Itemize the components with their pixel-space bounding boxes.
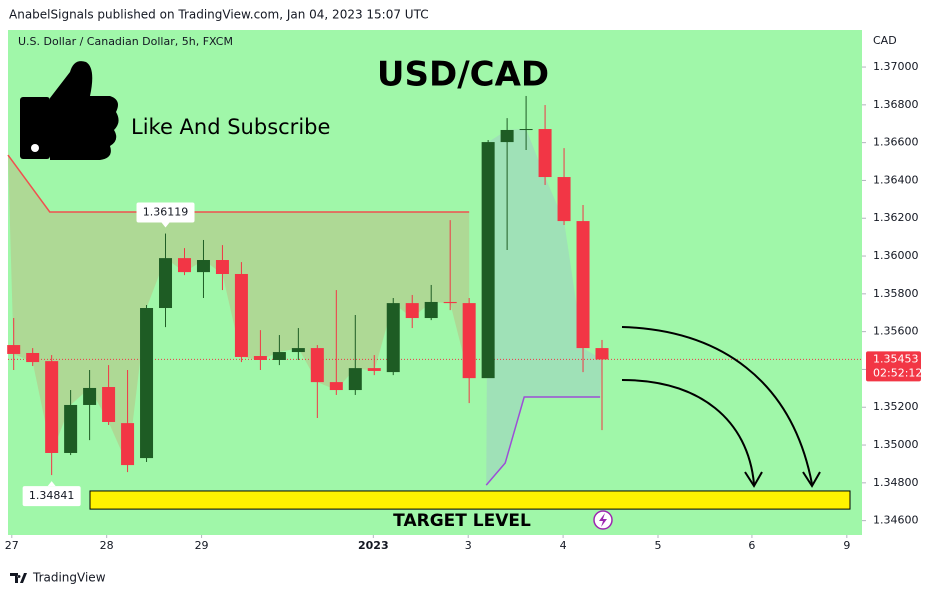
currency-label: CAD — [873, 34, 897, 47]
candle-body — [310, 348, 324, 383]
x-tick-label: 29 — [195, 539, 209, 552]
candle-body — [196, 260, 210, 273]
y-tick-label: 1.36000 — [873, 249, 919, 262]
y-tick-label: 1.35200 — [873, 400, 919, 413]
x-tick-label: 3 — [465, 539, 472, 552]
candle-body — [64, 404, 78, 453]
y-tick-label: 1.35600 — [873, 325, 919, 338]
candle-body — [367, 368, 381, 371]
candle-body — [576, 221, 590, 349]
callout-pointer — [161, 222, 170, 228]
candle-body — [102, 387, 116, 422]
candle-body — [462, 303, 476, 379]
candle-body — [234, 273, 248, 357]
y-tick-label: 1.36800 — [873, 98, 919, 111]
candle-body — [45, 361, 59, 453]
publisher-header: AnabelSignals published on TradingView.c… — [9, 8, 429, 22]
target-label: TARGET LEVEL — [393, 511, 531, 531]
forecast-arrows — [621, 326, 821, 488]
candle-body — [215, 260, 229, 274]
price-axis-panel — [862, 28, 938, 537]
candle-body — [519, 129, 533, 131]
candle-body — [538, 129, 552, 178]
callout-box — [22, 486, 81, 507]
candle-body — [443, 301, 457, 304]
symbol-info: U.S. Dollar / Canadian Dollar, 5h, FXCM — [18, 35, 233, 48]
candle-body — [595, 348, 609, 360]
x-tick-label: 5 — [654, 539, 661, 552]
candle-body — [253, 356, 267, 360]
plot-area: 1.36119 1.34841 — [7, 28, 938, 537]
candle-body — [557, 177, 571, 222]
callout-box — [136, 202, 195, 223]
event-icon[interactable] — [593, 510, 613, 530]
candle-body — [121, 423, 135, 466]
footer-logo — [10, 573, 27, 583]
thumbs-up-icon — [20, 61, 119, 160]
y-tick-label: 1.36600 — [873, 136, 919, 149]
candle-body — [26, 352, 40, 363]
subscribe-text: Like And Subscribe — [131, 115, 330, 139]
indicator-line — [485, 396, 601, 486]
candle-body — [159, 258, 173, 309]
candle-body — [329, 382, 343, 391]
x-tick-label: 9 — [843, 539, 850, 552]
candle-body — [272, 352, 286, 360]
indicator-line — [7, 154, 470, 213]
candle-body — [405, 303, 419, 319]
candle-body — [386, 303, 400, 373]
callout-label: 1.36119 — [143, 206, 189, 219]
callout-pointer — [47, 481, 56, 487]
x-tick-label: 2023 — [358, 539, 389, 552]
candle-body — [140, 308, 154, 459]
x-tick-label: 4 — [560, 539, 567, 552]
candle-body — [481, 142, 495, 379]
y-tick-label: 1.36400 — [873, 173, 919, 186]
candle-body — [348, 368, 362, 391]
x-tick-label: 6 — [748, 539, 755, 552]
candle-body — [424, 301, 438, 319]
y-tick-label: 1.34600 — [873, 514, 919, 527]
y-tick-label: 1.35800 — [873, 287, 919, 300]
indicator-fill — [486, 129, 603, 486]
countdown-label: 02:52:12 — [873, 366, 922, 379]
footer-brand: TradingView — [32, 571, 106, 585]
candle-body — [177, 258, 191, 273]
x-tick-label: 27 — [5, 539, 19, 552]
y-tick-label: 1.35000 — [873, 438, 919, 451]
x-tick-label: 28 — [100, 539, 114, 552]
candle-body — [7, 345, 21, 354]
callout-label: 1.34841 — [29, 489, 75, 502]
y-tick-label: 1.34800 — [873, 476, 919, 489]
last-price-box — [866, 351, 921, 382]
candle-body — [83, 387, 97, 405]
target-zone — [89, 490, 851, 510]
chart-title: USD/CAD — [377, 55, 549, 95]
candle-body — [291, 348, 305, 353]
candle-body — [500, 129, 514, 143]
last-price-label: 1.35453 — [873, 352, 919, 365]
y-tick-label: 1.36200 — [873, 211, 919, 224]
y-tick-label: 1.37000 — [873, 60, 919, 73]
